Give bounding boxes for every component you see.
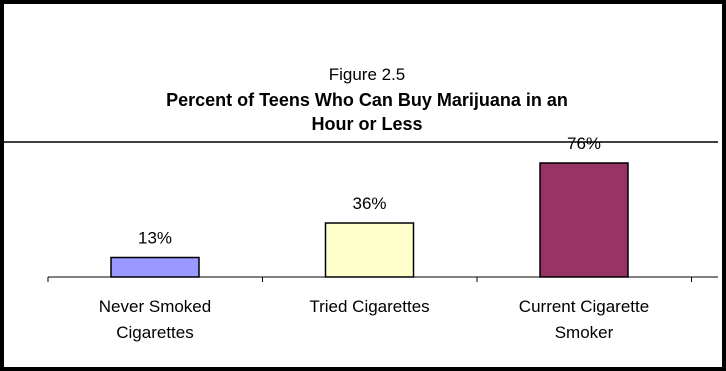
bar-2 <box>324 222 415 278</box>
bar-1 <box>110 256 200 278</box>
plot-area: 13% Never Smoked Cigarettes 36% Tried Cigare… <box>4 134 718 342</box>
x-tick-label-1: Cigarettes <box>116 323 193 342</box>
x-tick-label-3: Smoker <box>555 323 614 342</box>
bar-3 <box>539 162 629 278</box>
chart-subtitle: Figure 2.5 <box>329 65 406 84</box>
x-tick-label-3: Current Cigarette <box>519 297 649 316</box>
data-label-1: 13% <box>138 229 172 248</box>
x-tick-label-1: Never Smoked <box>99 297 211 316</box>
data-label-3: 76% <box>567 134 601 153</box>
x-tick-label-2: Tried Cigarettes <box>309 297 429 316</box>
chart-title-line-1: Percent of Teens Who Can Buy Marijuana i… <box>166 90 568 110</box>
chart-title-line-2: Hour or Less <box>311 114 422 134</box>
data-label-2: 36% <box>352 194 386 213</box>
